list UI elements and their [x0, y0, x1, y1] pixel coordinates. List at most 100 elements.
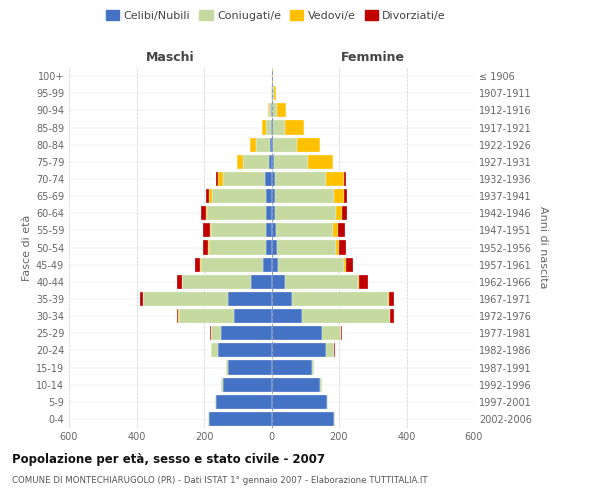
Bar — [216, 395, 271, 409]
Bar — [143, 292, 227, 306]
Bar — [271, 344, 325, 357]
Bar — [221, 378, 223, 392]
Bar — [389, 292, 394, 306]
Bar — [322, 326, 341, 340]
Bar — [271, 240, 277, 254]
Bar — [209, 412, 271, 426]
Bar — [271, 360, 312, 374]
Bar — [271, 258, 278, 272]
Text: Maschi: Maschi — [146, 51, 194, 64]
Bar — [277, 104, 286, 118]
Bar — [271, 155, 274, 169]
Bar — [265, 172, 271, 186]
Bar — [325, 172, 344, 186]
Bar — [235, 309, 271, 323]
Bar — [312, 360, 314, 374]
Bar — [200, 206, 206, 220]
Bar — [297, 138, 320, 151]
Bar — [346, 258, 353, 272]
Bar — [271, 326, 322, 340]
Bar — [338, 224, 345, 237]
Bar — [343, 206, 347, 220]
Bar — [327, 395, 328, 409]
Bar — [359, 275, 368, 289]
Bar — [272, 104, 277, 118]
Bar — [266, 206, 271, 220]
Bar — [200, 258, 263, 272]
Y-axis label: Anni di nascita: Anni di nascita — [538, 206, 548, 289]
Bar — [209, 240, 266, 254]
Bar — [389, 309, 391, 323]
Bar — [273, 138, 297, 151]
Bar — [339, 240, 346, 254]
Bar — [250, 138, 256, 151]
Bar — [176, 275, 182, 289]
Bar — [334, 412, 335, 426]
Bar — [218, 172, 223, 186]
Bar — [275, 189, 334, 203]
Bar — [344, 189, 347, 203]
Bar — [212, 189, 266, 203]
Bar — [271, 412, 334, 426]
Bar — [223, 172, 265, 186]
Bar — [226, 360, 227, 374]
Bar — [221, 326, 271, 340]
Bar — [271, 138, 273, 151]
Bar — [179, 309, 235, 323]
Bar — [271, 206, 275, 220]
Bar — [223, 378, 271, 392]
Bar — [271, 189, 275, 203]
Bar — [203, 224, 210, 237]
Bar — [211, 344, 218, 357]
Bar — [358, 275, 359, 289]
Bar — [273, 120, 285, 134]
Bar — [227, 292, 271, 306]
Bar — [244, 155, 269, 169]
Bar — [269, 104, 271, 118]
Legend: Celibi/Nubili, Coniugati/e, Vedovi/e, Divorziati/e: Celibi/Nubili, Coniugati/e, Vedovi/e, Di… — [101, 6, 451, 25]
Bar — [308, 155, 333, 169]
Bar — [334, 189, 344, 203]
Bar — [208, 240, 209, 254]
Bar — [251, 275, 271, 289]
Bar — [227, 360, 271, 374]
Bar — [208, 206, 266, 220]
Bar — [271, 104, 272, 118]
Bar — [256, 138, 270, 151]
Bar — [271, 395, 327, 409]
Bar — [271, 309, 302, 323]
Bar — [325, 344, 334, 357]
Bar — [344, 258, 346, 272]
Bar — [275, 224, 333, 237]
Bar — [335, 240, 339, 254]
Text: COMUNE DI MONTECHIARUGOLO (PR) - Dati ISTAT 1° gennaio 2007 - Elaborazione TUTTI: COMUNE DI MONTECHIARUGOLO (PR) - Dati IS… — [12, 476, 428, 485]
Bar — [266, 240, 271, 254]
Bar — [292, 292, 388, 306]
Bar — [271, 120, 273, 134]
Bar — [209, 189, 212, 203]
Bar — [216, 172, 218, 186]
Bar — [334, 344, 335, 357]
Bar — [271, 69, 272, 83]
Bar — [285, 275, 358, 289]
Bar — [140, 292, 143, 306]
Bar — [344, 172, 346, 186]
Bar — [391, 309, 394, 323]
Bar — [271, 275, 285, 289]
Bar — [266, 189, 271, 203]
Bar — [262, 120, 266, 134]
Bar — [275, 172, 325, 186]
Bar — [176, 309, 178, 323]
Bar — [210, 224, 211, 237]
Bar — [335, 206, 343, 220]
Bar — [266, 120, 271, 134]
Bar — [263, 258, 271, 272]
Bar — [272, 69, 273, 83]
Bar — [274, 155, 308, 169]
Bar — [268, 104, 269, 118]
Text: Femmine: Femmine — [341, 51, 405, 64]
Bar — [211, 224, 266, 237]
Bar — [277, 240, 335, 254]
Bar — [271, 378, 320, 392]
Bar — [271, 224, 275, 237]
